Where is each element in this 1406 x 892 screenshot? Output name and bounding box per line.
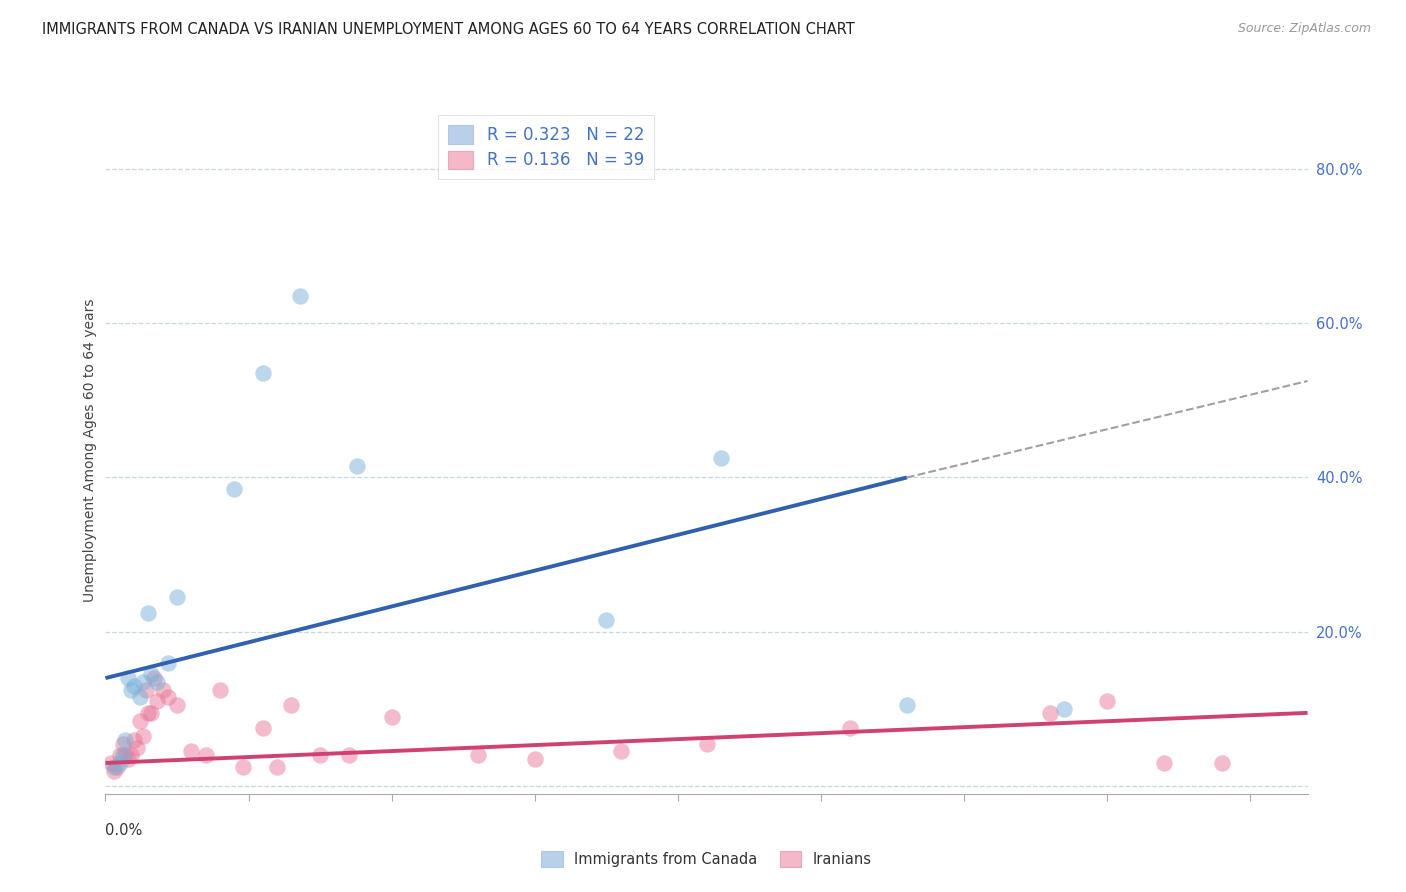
Point xyxy=(194,748,217,763)
Point xyxy=(131,675,153,690)
Point xyxy=(896,698,918,713)
Point xyxy=(280,698,302,713)
Point xyxy=(696,737,718,751)
Point xyxy=(180,744,202,758)
Point xyxy=(467,748,489,763)
Point xyxy=(838,721,860,735)
Point xyxy=(128,690,150,705)
Text: 0.0%: 0.0% xyxy=(105,822,142,838)
Point xyxy=(141,706,163,720)
Point xyxy=(120,682,142,697)
Point xyxy=(141,667,163,681)
Point xyxy=(131,729,153,743)
Point xyxy=(166,590,188,604)
Point xyxy=(111,748,134,763)
Point xyxy=(103,760,125,774)
Point xyxy=(143,671,166,685)
Point xyxy=(114,732,136,747)
Point xyxy=(166,698,188,713)
Point xyxy=(117,752,139,766)
Point xyxy=(232,760,254,774)
Point xyxy=(146,675,169,690)
Point xyxy=(103,764,125,778)
Point xyxy=(122,732,145,747)
Point xyxy=(152,682,174,697)
Point xyxy=(105,760,128,774)
Point xyxy=(337,748,360,763)
Point xyxy=(120,748,142,763)
Point xyxy=(252,366,274,380)
Point xyxy=(100,756,122,770)
Point xyxy=(1095,694,1118,708)
Point xyxy=(309,748,332,763)
Point xyxy=(224,482,246,496)
Point xyxy=(346,458,368,473)
Point xyxy=(128,714,150,728)
Point xyxy=(1039,706,1062,720)
Point xyxy=(208,682,231,697)
Point xyxy=(114,748,136,763)
Point xyxy=(288,289,311,303)
Point xyxy=(157,656,180,670)
Point xyxy=(125,740,148,755)
Point xyxy=(146,694,169,708)
Point xyxy=(108,748,131,763)
Point xyxy=(135,682,157,697)
Point xyxy=(1211,756,1233,770)
Point xyxy=(122,679,145,693)
Legend: Immigrants from Canada, Iranians: Immigrants from Canada, Iranians xyxy=(536,845,877,872)
Point xyxy=(117,671,139,685)
Point xyxy=(138,606,160,620)
Point xyxy=(252,721,274,735)
Point xyxy=(138,706,160,720)
Point xyxy=(108,756,131,770)
Point xyxy=(381,709,404,723)
Y-axis label: Unemployment Among Ages 60 to 64 years: Unemployment Among Ages 60 to 64 years xyxy=(83,299,97,602)
Point xyxy=(1053,702,1076,716)
Point xyxy=(595,613,617,627)
Text: Source: ZipAtlas.com: Source: ZipAtlas.com xyxy=(1237,22,1371,36)
Point xyxy=(157,690,180,705)
Point xyxy=(523,752,546,766)
Point xyxy=(266,760,288,774)
Point xyxy=(1153,756,1175,770)
Point xyxy=(710,451,733,466)
Point xyxy=(609,744,631,758)
Text: IMMIGRANTS FROM CANADA VS IRANIAN UNEMPLOYMENT AMONG AGES 60 TO 64 YEARS CORRELA: IMMIGRANTS FROM CANADA VS IRANIAN UNEMPL… xyxy=(42,22,855,37)
Point xyxy=(111,737,134,751)
